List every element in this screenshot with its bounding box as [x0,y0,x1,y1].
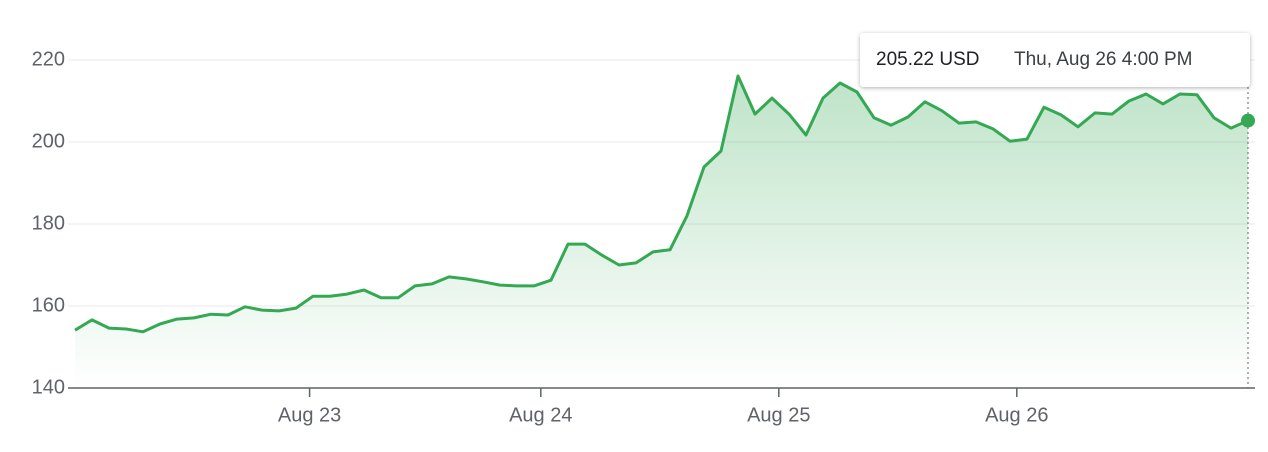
x-tick-label: Aug 23 [278,404,341,426]
x-tick-label: Aug 24 [509,404,572,426]
y-tick-label: 140 [32,376,65,398]
tooltip: 205.22 USD Thu, Aug 26 4:00 PM [860,33,1250,87]
y-tick-label: 220 [32,48,65,70]
plot [74,74,1255,388]
x-tick-label: Aug 25 [747,404,810,426]
y-tick-label: 160 [32,294,65,316]
price-line [74,74,1249,334]
tooltip-price: 205.22 USD [876,49,980,70]
y-tick-label: 180 [32,212,65,234]
tooltip-box [860,33,1250,87]
x-tick-label: Aug 26 [985,404,1048,426]
y-tick-label: 200 [32,130,65,152]
labels: 140 160 180 200 220 Aug 23 Aug 24 Aug 25 Aug 26 [32,48,1049,426]
tooltip-time: Thu, Aug 26 4:00 PM [1014,49,1193,70]
area-fill [75,76,1248,388]
hover-dot [1241,113,1255,128]
